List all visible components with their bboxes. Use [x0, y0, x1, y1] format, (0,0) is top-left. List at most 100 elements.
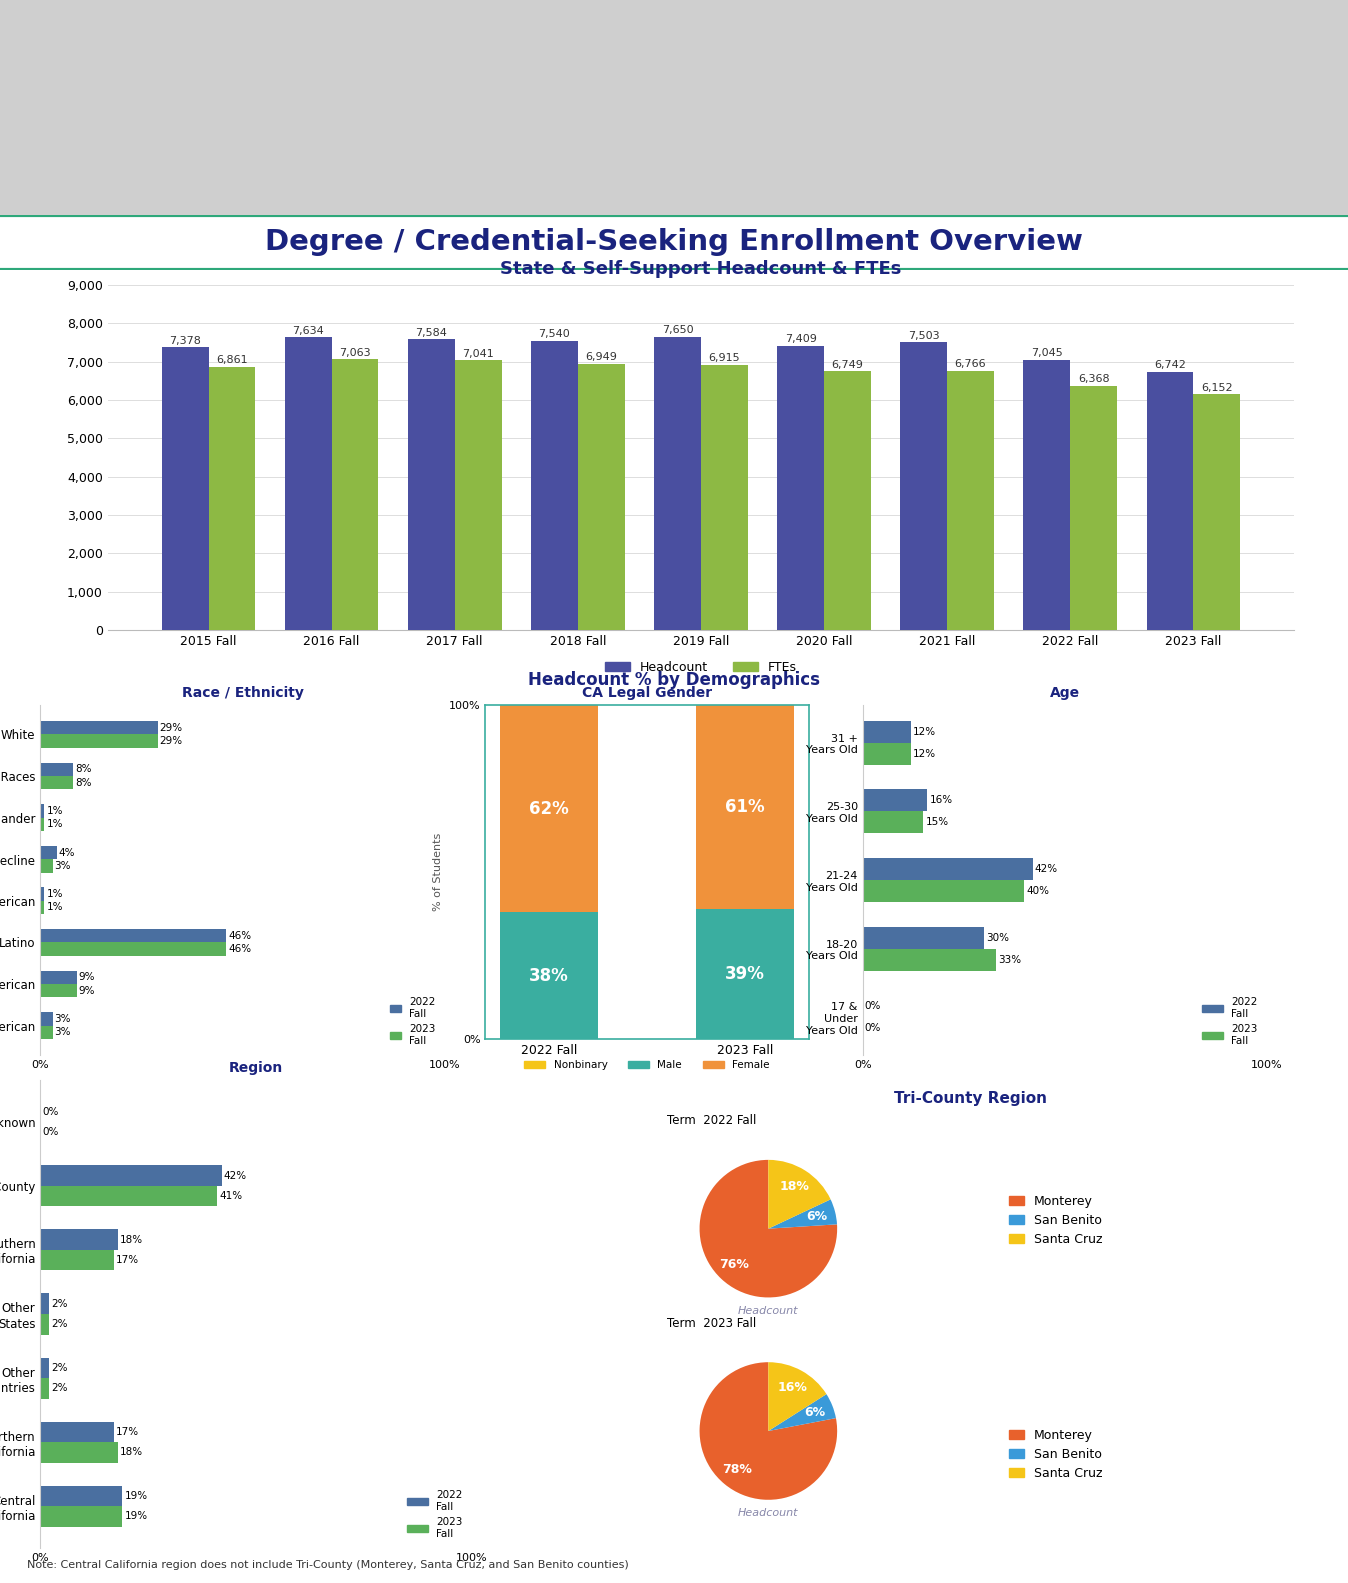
Bar: [654, 337, 701, 630]
Text: 12%: 12%: [914, 749, 937, 758]
Text: Degree / Credential-Seeking Enrollment Overview: Degree / Credential-Seeking Enrollment O…: [266, 228, 1082, 256]
Text: 7,650: 7,650: [662, 325, 693, 336]
Text: 19%: 19%: [124, 1491, 148, 1501]
Bar: [40, 1230, 119, 1251]
Text: 1%: 1%: [46, 806, 63, 815]
Text: 4%: 4%: [59, 847, 75, 858]
Text: 39%: 39%: [725, 966, 766, 983]
Text: 9%: 9%: [78, 986, 96, 996]
Text: 2%: 2%: [51, 1298, 67, 1309]
Y-axis label: % of Students: % of Students: [433, 833, 443, 912]
Bar: [701, 366, 748, 630]
Text: Headcount % by Demographics: Headcount % by Demographics: [528, 671, 820, 689]
Bar: [1023, 359, 1070, 630]
Text: 7,540: 7,540: [539, 329, 570, 339]
Title: Race / Ethnicity: Race / Ethnicity: [182, 685, 303, 700]
Text: 42%: 42%: [1035, 864, 1058, 874]
Text: 8%: 8%: [74, 777, 92, 788]
Legend: Monterey, San Benito, Santa Cruz: Monterey, San Benito, Santa Cruz: [1004, 1423, 1107, 1485]
Text: 7,378: 7,378: [170, 336, 201, 345]
Text: Headcount: Headcount: [739, 1509, 798, 1518]
Bar: [40, 1422, 113, 1442]
Text: 3%: 3%: [54, 861, 71, 871]
Text: 40%: 40%: [1027, 886, 1050, 896]
Bar: [40, 888, 44, 901]
Bar: [863, 926, 984, 948]
Legend: 2022
Fall, 2023
Fall: 2022 Fall, 2023 Fall: [403, 1486, 466, 1543]
Bar: [900, 342, 948, 630]
Bar: [332, 359, 379, 630]
Wedge shape: [768, 1395, 836, 1431]
Text: 29%: 29%: [160, 736, 183, 746]
Bar: [696, 704, 794, 909]
Text: 18%: 18%: [120, 1235, 143, 1244]
Title: State & Self-Support Headcount & FTEs: State & Self-Support Headcount & FTEs: [500, 260, 902, 279]
Text: 16%: 16%: [930, 795, 953, 806]
Bar: [1147, 372, 1193, 630]
Bar: [40, 1505, 123, 1526]
Bar: [40, 845, 57, 860]
Bar: [863, 948, 996, 970]
Bar: [40, 1013, 53, 1026]
Bar: [500, 704, 599, 912]
Text: 6,766: 6,766: [954, 359, 987, 369]
Bar: [40, 804, 44, 817]
Bar: [40, 929, 226, 942]
Bar: [778, 347, 824, 630]
Bar: [863, 742, 911, 765]
Text: 7,409: 7,409: [785, 334, 817, 345]
Bar: [40, 1358, 49, 1379]
Text: 6,949: 6,949: [585, 351, 617, 363]
Bar: [40, 970, 77, 985]
Text: 6,152: 6,152: [1201, 383, 1232, 393]
Text: 0%: 0%: [43, 1127, 59, 1137]
Text: 76%: 76%: [720, 1258, 749, 1271]
Text: 3%: 3%: [54, 1015, 71, 1024]
Wedge shape: [700, 1363, 837, 1499]
Text: 19%: 19%: [124, 1512, 148, 1521]
Text: 61%: 61%: [725, 798, 764, 815]
Bar: [454, 359, 501, 630]
Text: 15%: 15%: [926, 817, 949, 828]
Text: 6,368: 6,368: [1078, 374, 1109, 385]
Text: 12%: 12%: [914, 727, 937, 736]
Text: 2%: 2%: [51, 1384, 67, 1393]
Bar: [40, 1251, 113, 1271]
Bar: [40, 1314, 49, 1334]
Text: 7,634: 7,634: [293, 326, 324, 336]
Bar: [40, 720, 158, 735]
Text: 0%: 0%: [865, 1023, 882, 1034]
Bar: [1070, 386, 1117, 630]
Bar: [40, 763, 73, 776]
Text: 42%: 42%: [224, 1170, 247, 1181]
Text: 8%: 8%: [74, 765, 92, 774]
Text: 7,063: 7,063: [340, 348, 371, 358]
Bar: [40, 1442, 119, 1463]
Text: 0%: 0%: [865, 1000, 882, 1012]
Bar: [162, 347, 209, 630]
Bar: [40, 1486, 123, 1505]
Bar: [284, 337, 332, 630]
Bar: [40, 776, 73, 790]
Text: 3%: 3%: [54, 1027, 71, 1037]
Text: 38%: 38%: [530, 967, 569, 985]
Text: 7,041: 7,041: [462, 348, 493, 359]
Text: 2%: 2%: [51, 1363, 67, 1372]
Legend: Nonbinary, Male, Female: Nonbinary, Male, Female: [520, 1056, 774, 1073]
Title: Region: Region: [229, 1061, 283, 1075]
Bar: [40, 985, 77, 997]
Bar: [40, 1379, 49, 1398]
Text: Tri-County Region: Tri-County Region: [894, 1091, 1047, 1105]
Bar: [948, 370, 993, 630]
Bar: [531, 340, 578, 630]
Bar: [408, 339, 454, 630]
Text: Term  2023 Fall: Term 2023 Fall: [667, 1317, 756, 1330]
Bar: [863, 720, 911, 742]
Wedge shape: [768, 1200, 837, 1228]
Bar: [824, 372, 871, 630]
Text: 41%: 41%: [220, 1190, 243, 1201]
Bar: [578, 364, 624, 630]
Legend: 2022
Fall, 2023
Fall: 2022 Fall, 2023 Fall: [1198, 993, 1262, 1050]
Text: 17%: 17%: [116, 1426, 139, 1437]
Text: 7,045: 7,045: [1031, 348, 1062, 358]
